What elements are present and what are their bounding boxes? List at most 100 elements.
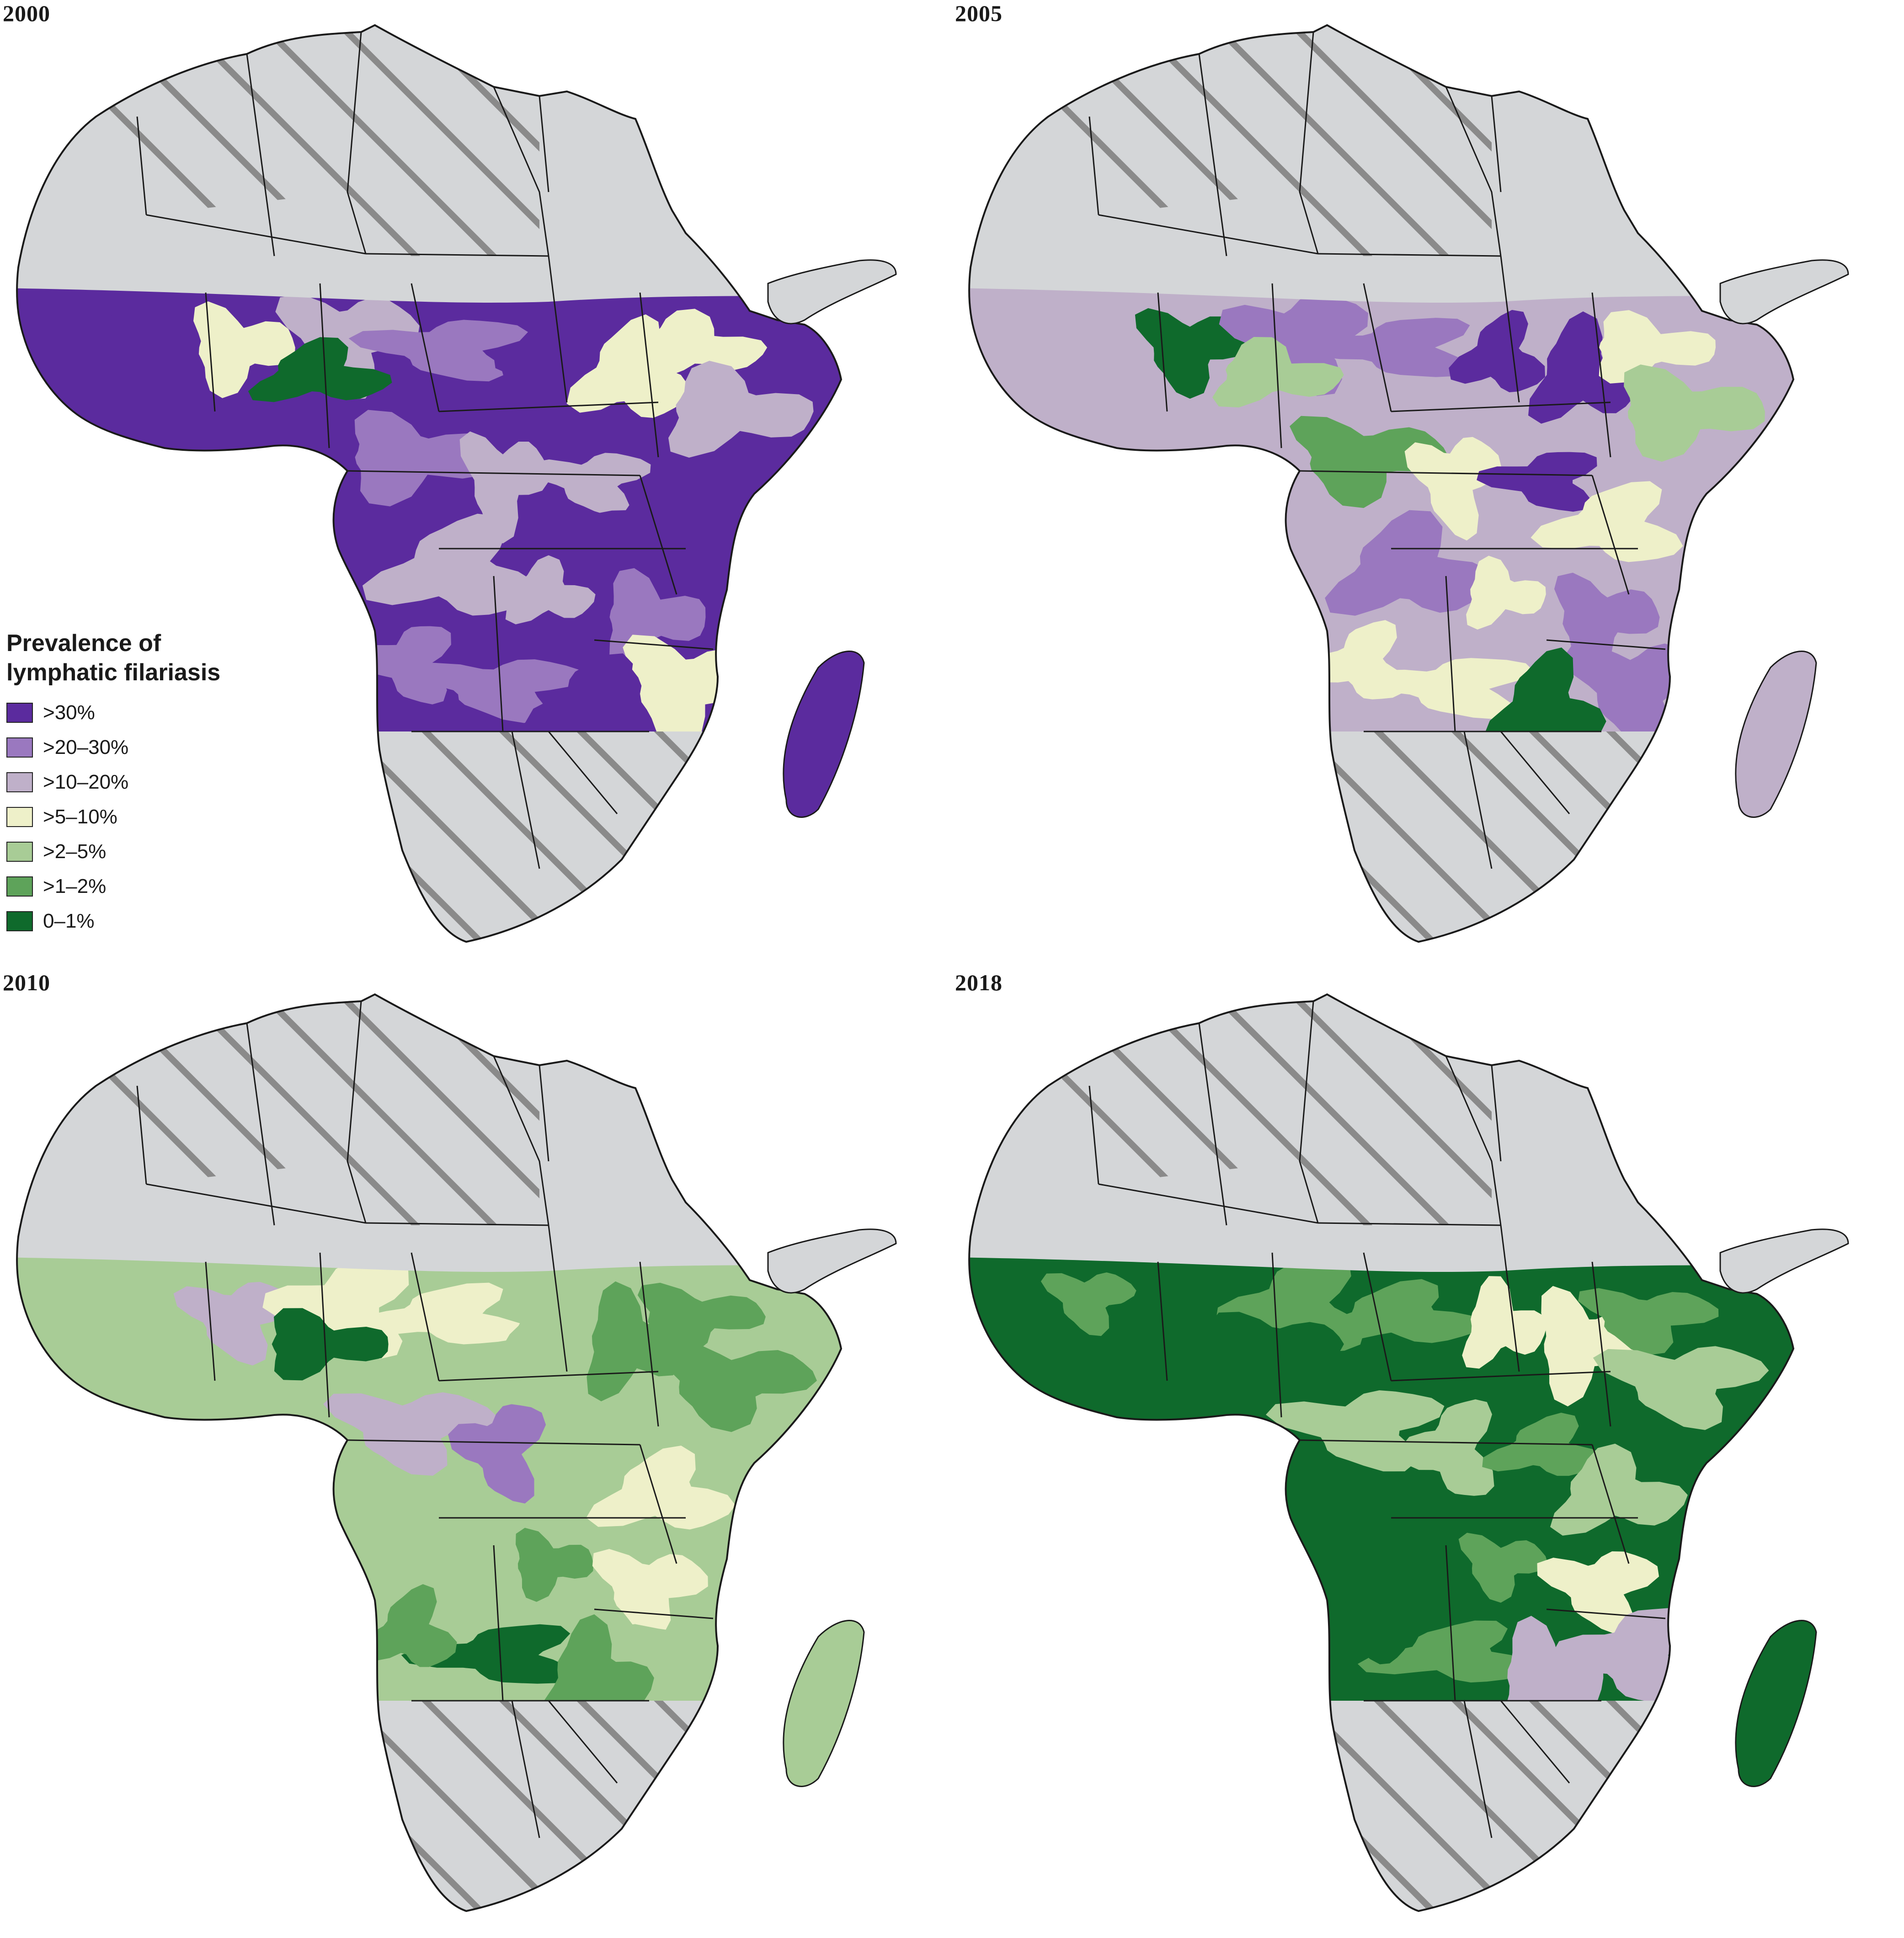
prevalence-area	[1058, 293, 1134, 367]
legend: Prevalence of lymphatic filariasis >30% >…	[6, 629, 326, 939]
prevalence-area	[1624, 364, 1765, 462]
prevalence-area	[248, 337, 392, 402]
legend-swatch	[6, 703, 33, 723]
map-panel-2000: 2000	[0, 0, 952, 969]
prevalence-area	[668, 361, 814, 458]
prevalence-area	[1554, 572, 1660, 668]
prevalence-area	[100, 290, 183, 363]
prevalence-area	[1212, 337, 1344, 408]
prevalence-area	[1399, 1399, 1494, 1496]
prevalence-area	[516, 1527, 593, 1602]
legend-item: >30%	[6, 695, 326, 730]
panel-year-label: 2005	[955, 0, 1003, 26]
legend-label: >20–30%	[43, 736, 129, 758]
africa-map-2018	[968, 993, 1849, 1912]
not-endemic-north	[1062, 27, 1492, 256]
prevalence-area	[505, 555, 596, 625]
prevalence-area	[528, 453, 651, 516]
map-panel-2018: 2018	[952, 969, 1904, 1938]
continent-outline	[16, 24, 843, 943]
legend-label: >5–10%	[43, 806, 117, 828]
africa-map-2005	[968, 24, 1849, 943]
prevalence-area	[1404, 437, 1502, 541]
madagascar	[1735, 1620, 1817, 1787]
prevalence-area	[1135, 308, 1250, 399]
not-endemic-north	[110, 27, 539, 256]
country-borders	[1088, 32, 1666, 869]
panel-year-label: 2018	[955, 970, 1003, 995]
prevalence-area	[541, 1614, 654, 1729]
legend-swatch	[6, 807, 33, 827]
prevalence-area	[1551, 1608, 1698, 1705]
legend-swatch	[6, 737, 33, 758]
prevalence-area	[448, 1404, 546, 1504]
prevalence-area	[1266, 1390, 1445, 1472]
prevalence-area	[1550, 1443, 1688, 1536]
arabian-peninsula	[767, 1228, 897, 1294]
legend-label: >10–20%	[43, 771, 129, 793]
madagascar	[783, 1620, 865, 1787]
legend-label: 0–1%	[43, 910, 95, 932]
prevalence-area	[1458, 1532, 1548, 1603]
africa-map-2000	[16, 24, 897, 943]
africa-map-2010	[16, 993, 897, 1912]
prevalence-area	[1593, 1346, 1769, 1430]
legend-item: >2–5%	[6, 834, 326, 869]
prevalence-area	[1290, 416, 1449, 508]
arabian-peninsula	[767, 259, 897, 325]
country-borders	[136, 32, 714, 869]
prevalence-area	[323, 1392, 497, 1476]
legend-item: >20–30%	[6, 730, 326, 765]
legend-swatch	[6, 772, 33, 792]
prevalence-area	[1357, 1620, 1536, 1683]
country-borders	[1088, 1001, 1666, 1838]
prevalence-area	[354, 410, 492, 507]
prevalence-area	[459, 431, 550, 544]
prevalence-area	[193, 301, 295, 398]
legend-items: >30% >20–30% >10–20% >5–10% >2–5% >1–2% 0–1%	[6, 695, 326, 939]
prevalence-area	[1120, 1280, 1245, 1361]
continent-outline	[16, 993, 843, 1912]
legend-swatch	[6, 876, 33, 897]
prevalence-area	[637, 1282, 766, 1356]
prevalence-area	[272, 1308, 389, 1381]
prevalence-area	[1310, 1279, 1486, 1343]
prevalence-area	[587, 1281, 688, 1402]
prevalence-area	[1298, 318, 1470, 377]
prevalence-areas	[969, 25, 1793, 942]
prevalence-area	[525, 1416, 648, 1477]
arabian-peninsula	[1719, 1228, 1849, 1294]
prevalence-area	[1483, 647, 1606, 752]
prevalence-area	[655, 1340, 817, 1432]
madagascar	[783, 651, 865, 818]
legend-item: >10–20%	[6, 765, 326, 800]
prevalence-area	[1599, 310, 1716, 384]
continent-outline	[968, 24, 1795, 943]
legend-label: >30%	[43, 701, 95, 724]
prevalence-area	[632, 309, 768, 379]
prevalence-area	[502, 1276, 595, 1362]
legend-item: 0–1%	[6, 904, 326, 939]
prevalence-area	[96, 1267, 184, 1337]
prevalence-area	[401, 1624, 574, 1684]
legend-label: >2–5%	[43, 840, 107, 863]
prevalence-area	[494, 315, 589, 394]
prevalence-area	[1528, 311, 1643, 424]
arabian-peninsula	[1719, 259, 1849, 325]
prevalence-area	[1578, 1288, 1719, 1356]
prevalence-area	[1477, 452, 1597, 512]
prevalence-area	[1449, 310, 1545, 392]
prevalence-area	[1462, 1276, 1547, 1369]
prevalence-area	[1537, 1551, 1659, 1634]
prevalence-areas	[969, 994, 1793, 1911]
legend-swatch	[6, 842, 33, 862]
prevalence-area	[1309, 620, 1406, 699]
prevalence-area	[576, 486, 722, 565]
prevalence-areas	[17, 994, 841, 1911]
not-endemic-north	[110, 997, 539, 1225]
prevalence-area	[1355, 658, 1534, 719]
legend-item: >5–10%	[6, 800, 326, 834]
map-panel-2005: 2005	[952, 0, 1904, 969]
prevalence-area	[361, 1584, 457, 1667]
prevalence-area	[1319, 1581, 1410, 1670]
